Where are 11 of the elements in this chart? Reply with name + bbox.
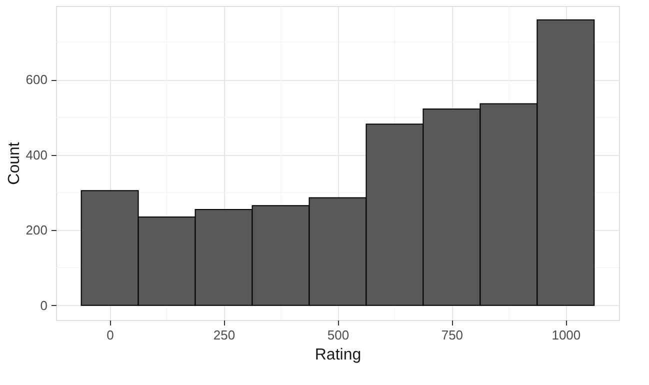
y-tick-label: 200: [26, 222, 48, 238]
x-axis-title: Rating: [314, 346, 362, 364]
x-tick-label: 0: [106, 328, 114, 342]
x-tick-label: 750: [441, 328, 464, 342]
y-tick-label: 0: [40, 298, 48, 313]
y-axis-title: Count: [6, 142, 23, 185]
x-tick-label: 1000: [552, 328, 581, 342]
y-tick-label: 400: [26, 147, 48, 162]
y-tick-label: 600: [26, 72, 48, 88]
x-tick-label: 500: [327, 328, 350, 342]
x-tick-label: 250: [213, 328, 236, 342]
